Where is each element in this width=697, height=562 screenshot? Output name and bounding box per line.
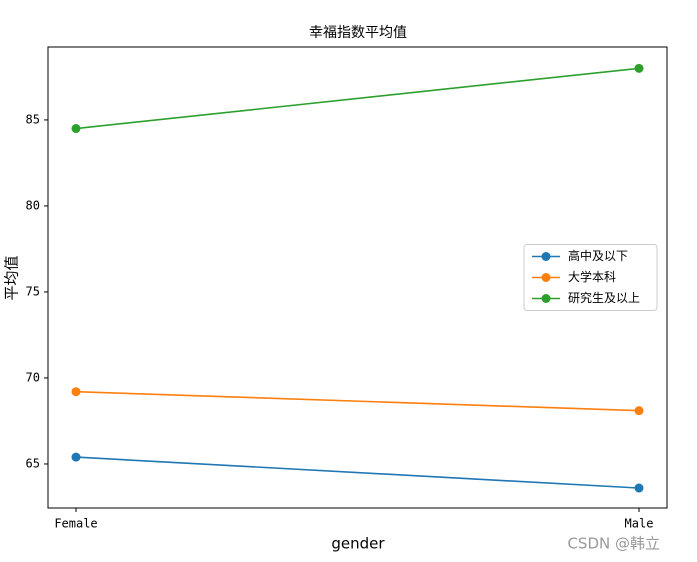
- series-line: [75, 67, 640, 130]
- watermark: CSDN @韩立: [567, 535, 660, 553]
- x-tick-label: Female: [54, 517, 97, 531]
- x-tick-label: Male: [625, 517, 654, 531]
- legend-label: 研究生及以上: [568, 290, 640, 305]
- point: [71, 387, 81, 397]
- y-tick-label: 75: [26, 284, 40, 298]
- legend-marker: [541, 273, 551, 282]
- y-tick-label: 70: [26, 370, 40, 384]
- plot-frame: [47, 46, 668, 509]
- y-axis-label: 平均值: [3, 255, 21, 300]
- y-tick-label: 80: [26, 198, 40, 212]
- chart-title: 幸福指数平均值: [309, 25, 407, 41]
- legend-marker: [541, 252, 551, 261]
- legend-marker: [541, 294, 551, 303]
- y-tick-label: 65: [26, 456, 40, 470]
- legend-label: 高中及以下: [568, 248, 628, 263]
- legend-label: 大学本科: [568, 269, 616, 284]
- series-line: [75, 390, 640, 412]
- point: [634, 406, 644, 416]
- point: [71, 124, 81, 134]
- x-axis-label: gender: [331, 535, 385, 553]
- y-tick-label: 85: [26, 112, 40, 126]
- point: [634, 483, 644, 493]
- point: [71, 452, 81, 462]
- series-line: [75, 456, 640, 489]
- legend-frame: [523, 244, 658, 311]
- point: [634, 63, 644, 73]
